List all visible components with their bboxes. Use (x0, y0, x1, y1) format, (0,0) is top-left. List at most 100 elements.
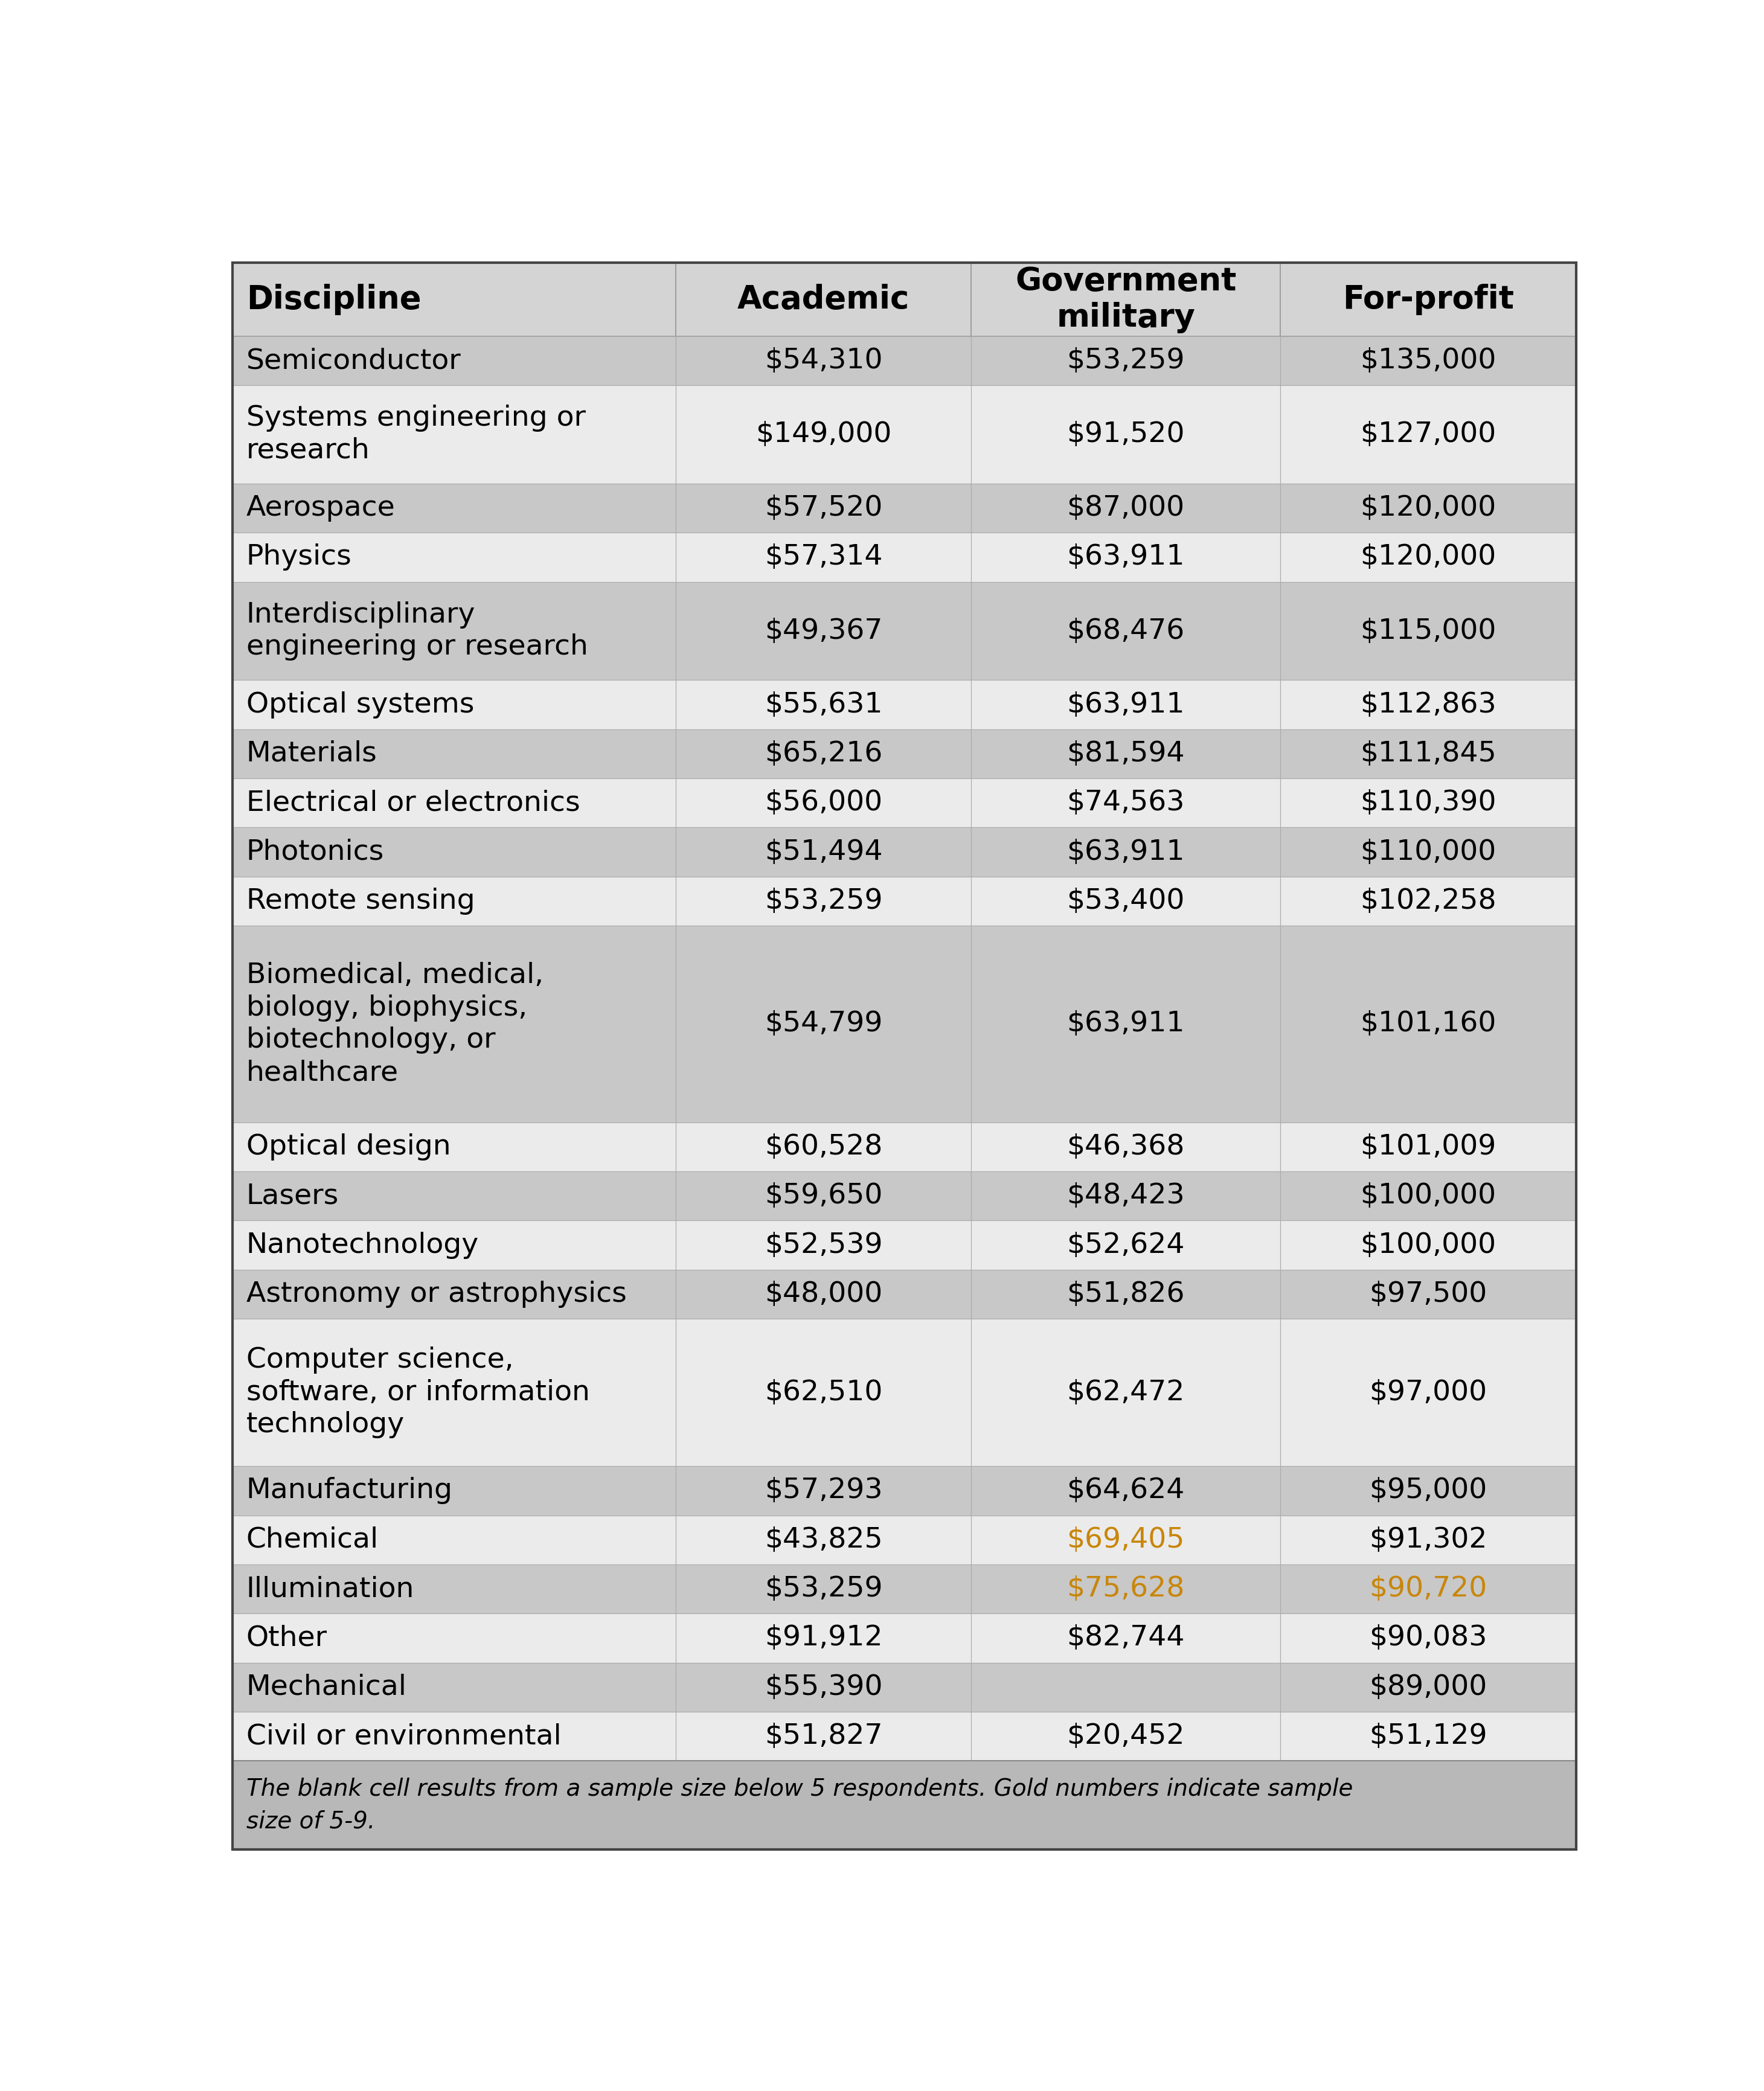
Bar (972, 483, 1281, 533)
Text: $53,259: $53,259 (1067, 347, 1185, 374)
Text: $127,000: $127,000 (1360, 420, 1496, 447)
Bar (972, 1269, 1281, 1319)
Bar (1281, 926, 1575, 1123)
Bar (972, 1319, 1281, 1466)
Text: $52,539: $52,539 (764, 1232, 882, 1259)
Text: $115,000: $115,000 (1360, 617, 1496, 644)
Bar (676, 263, 972, 337)
Bar (1281, 778, 1575, 828)
Text: For-profit: For-profit (1342, 284, 1514, 316)
Bar (972, 1466, 1281, 1516)
Text: Chemical: Chemical (247, 1526, 379, 1554)
Bar (1281, 385, 1575, 483)
Text: $91,302: $91,302 (1369, 1526, 1487, 1554)
Text: Systems engineering or
research: Systems engineering or research (247, 406, 586, 464)
Bar (676, 1171, 972, 1221)
Text: Discipline: Discipline (247, 284, 422, 316)
Bar (1281, 263, 1575, 337)
Bar (676, 483, 972, 533)
Bar (1281, 337, 1575, 385)
Bar (676, 1123, 972, 1171)
Bar (1281, 1123, 1575, 1171)
Bar (233, 337, 676, 385)
Text: $48,000: $48,000 (764, 1280, 882, 1307)
Text: $120,000: $120,000 (1360, 544, 1496, 571)
Bar (676, 1564, 972, 1614)
Text: Semiconductor: Semiconductor (247, 347, 460, 374)
Bar (233, 1761, 1575, 1848)
Text: $54,799: $54,799 (764, 1010, 882, 1037)
Bar (972, 680, 1281, 730)
Text: $65,216: $65,216 (764, 740, 882, 767)
Bar (233, 1516, 676, 1564)
Text: $111,845: $111,845 (1360, 740, 1496, 767)
Text: Civil or environmental: Civil or environmental (247, 1723, 561, 1750)
Bar (676, 828, 972, 876)
Text: $110,390: $110,390 (1360, 790, 1496, 815)
Bar (676, 1319, 972, 1466)
Bar (233, 1713, 676, 1761)
Bar (676, 778, 972, 828)
Text: $75,628: $75,628 (1067, 1575, 1185, 1602)
Text: Optical design: Optical design (247, 1133, 452, 1161)
Text: $90,720: $90,720 (1369, 1575, 1487, 1602)
Bar (972, 337, 1281, 385)
Bar (233, 1614, 676, 1662)
Bar (1281, 828, 1575, 876)
Text: $68,476: $68,476 (1067, 617, 1185, 644)
Text: $91,520: $91,520 (1067, 420, 1185, 447)
Bar (233, 1221, 676, 1269)
Text: $57,314: $57,314 (764, 544, 882, 571)
Bar (233, 680, 676, 730)
Bar (1281, 533, 1575, 581)
Text: $53,259: $53,259 (764, 1575, 882, 1602)
Bar (972, 581, 1281, 680)
Text: $53,400: $53,400 (1067, 887, 1185, 914)
Bar (233, 876, 676, 926)
Bar (233, 1171, 676, 1221)
Bar (1281, 581, 1575, 680)
Text: $81,594: $81,594 (1067, 740, 1185, 767)
Bar (233, 1662, 676, 1713)
Bar (676, 385, 972, 483)
Text: $54,310: $54,310 (764, 347, 882, 374)
Text: Computer science,
software, or information
technology: Computer science, software, or informati… (247, 1347, 589, 1439)
Bar (233, 1466, 676, 1516)
Text: $97,500: $97,500 (1369, 1280, 1487, 1307)
Text: $63,911: $63,911 (1067, 838, 1185, 866)
Text: $46,368: $46,368 (1067, 1133, 1185, 1161)
Bar (1281, 1662, 1575, 1713)
Bar (233, 1269, 676, 1319)
Text: $101,009: $101,009 (1360, 1133, 1496, 1161)
Bar (676, 1614, 972, 1662)
Bar (972, 778, 1281, 828)
Text: The blank cell results from a sample size below 5 respondents. Gold numbers indi: The blank cell results from a sample siz… (247, 1777, 1353, 1832)
Text: $20,452: $20,452 (1067, 1723, 1185, 1750)
Text: $51,129: $51,129 (1369, 1723, 1487, 1750)
Text: Mechanical: Mechanical (247, 1673, 407, 1700)
Bar (972, 1516, 1281, 1564)
Bar (972, 876, 1281, 926)
Text: $60,528: $60,528 (764, 1133, 882, 1161)
Bar (233, 263, 676, 337)
Text: Lasers: Lasers (247, 1181, 339, 1209)
Bar (1281, 1516, 1575, 1564)
Bar (233, 1564, 676, 1614)
Text: $112,863: $112,863 (1360, 692, 1496, 719)
Text: $55,631: $55,631 (764, 692, 882, 719)
Text: $82,744: $82,744 (1067, 1625, 1185, 1652)
Text: Physics: Physics (247, 544, 351, 571)
Bar (1281, 1466, 1575, 1516)
Text: $57,520: $57,520 (764, 496, 882, 523)
Text: Biomedical, medical,
biology, biophysics,
biotechnology, or
healthcare: Biomedical, medical, biology, biophysics… (247, 962, 543, 1087)
Bar (972, 1614, 1281, 1662)
Bar (676, 1466, 972, 1516)
Bar (676, 730, 972, 778)
Text: Government
military: Government military (1014, 266, 1237, 332)
Text: $91,912: $91,912 (764, 1625, 882, 1652)
Bar (972, 828, 1281, 876)
Bar (1281, 483, 1575, 533)
Bar (676, 876, 972, 926)
Text: Academic: Academic (737, 284, 910, 316)
Text: $49,367: $49,367 (764, 617, 882, 644)
